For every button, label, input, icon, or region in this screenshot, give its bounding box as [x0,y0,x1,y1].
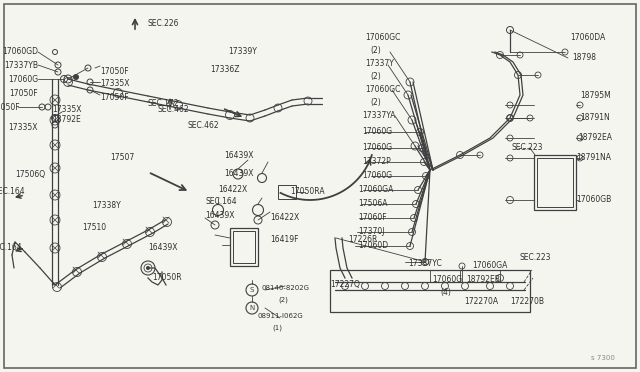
Text: SEC.226: SEC.226 [148,19,179,28]
Text: 17050RA: 17050RA [290,187,324,196]
Text: 17335X: 17335X [52,106,81,115]
Text: 17050F: 17050F [0,103,20,112]
Text: 17060G: 17060G [362,128,392,137]
Text: s 7300: s 7300 [591,355,615,361]
Text: SEC.223: SEC.223 [520,253,552,263]
Text: 16422X: 16422X [218,185,247,193]
Text: 17050F: 17050F [10,89,38,97]
Text: 16439X: 16439X [224,151,253,160]
Text: 08146-8202G: 08146-8202G [262,285,310,291]
Text: 17060GA: 17060GA [472,262,508,270]
Text: 17050F: 17050F [100,67,129,76]
Text: 17510: 17510 [82,224,106,232]
Bar [230,228,258,266]
Text: 16439X: 16439X [205,212,234,221]
Text: SEC.164: SEC.164 [0,244,22,253]
Text: (4): (4) [440,289,451,298]
Text: 17337Y: 17337Y [365,58,394,67]
Text: 18795M: 18795M [580,90,611,99]
Text: 17050F: 17050F [100,93,129,102]
Text: 17506Q: 17506Q [15,170,45,180]
Text: 17335X: 17335X [8,124,38,132]
Text: 17060GB: 17060GB [576,196,611,205]
Text: 17050R: 17050R [152,273,182,282]
Text: 17337YB: 17337YB [4,61,38,70]
Text: 17060GD: 17060GD [2,48,38,57]
Text: S: S [250,287,254,293]
Text: 08911-I062G: 08911-I062G [258,313,304,319]
Text: 16422X: 16422X [270,214,300,222]
Text: N: N [250,305,255,311]
Bar [330,270,530,312]
Text: 18792E: 18792E [52,115,81,125]
Text: 17060F: 17060F [358,214,387,222]
Text: 18798: 18798 [572,54,596,62]
Text: 172270A: 172270A [464,298,498,307]
Text: 17227Q: 17227Q [330,280,360,289]
Text: 17335X: 17335X [100,80,129,89]
Text: 17060G: 17060G [8,74,38,83]
Text: 17338Y: 17338Y [92,202,121,211]
Text: 18791N: 18791N [580,113,610,122]
Text: 17370J: 17370J [358,228,385,237]
Text: (2): (2) [278,297,288,303]
Text: 17507: 17507 [110,153,134,161]
Text: SEC.164: SEC.164 [0,187,25,196]
Text: 18792EB: 18792EB [466,276,500,285]
Text: 17372P: 17372P [362,157,391,167]
Text: SEC.462: SEC.462 [188,121,220,129]
Text: 172270B: 172270B [510,298,544,307]
Text: 17060GA: 17060GA [358,186,394,195]
Text: 17060GC: 17060GC [365,33,401,42]
Text: SEC.172: SEC.172 [148,99,179,109]
Text: 17060G: 17060G [362,144,392,153]
Bar [233,231,255,263]
Circle shape [74,74,79,80]
Text: 17339Y: 17339Y [228,48,257,57]
Circle shape [147,266,150,269]
Text: 17337YC: 17337YC [408,259,442,267]
Text: 17060D: 17060D [358,241,388,250]
Text: 17336Z: 17336Z [210,65,239,74]
Text: 18791NA: 18791NA [576,154,611,163]
Text: 17506A: 17506A [358,199,387,208]
Text: 16439X: 16439X [224,169,253,177]
Text: (2): (2) [370,45,381,55]
Bar [537,158,573,207]
Text: SEC.223: SEC.223 [512,144,543,153]
Text: (2): (2) [370,99,381,108]
Text: (1): (1) [272,325,282,331]
Text: SEC.164: SEC.164 [205,198,237,206]
Text: 18792EA: 18792EA [578,134,612,142]
Text: 17060G: 17060G [362,171,392,180]
Text: 16439X: 16439X [148,244,177,253]
Bar [534,155,576,210]
Text: (2): (2) [370,71,381,80]
Text: 17060GC: 17060GC [365,86,401,94]
Text: SEC.462: SEC.462 [158,106,189,115]
Text: 17226R: 17226R [348,235,378,244]
Text: 16419F: 16419F [270,235,298,244]
Text: 17060DA: 17060DA [570,33,605,42]
Text: 17337YA: 17337YA [362,112,396,121]
Text: 17060G: 17060G [432,276,462,285]
Bar [278,185,296,199]
